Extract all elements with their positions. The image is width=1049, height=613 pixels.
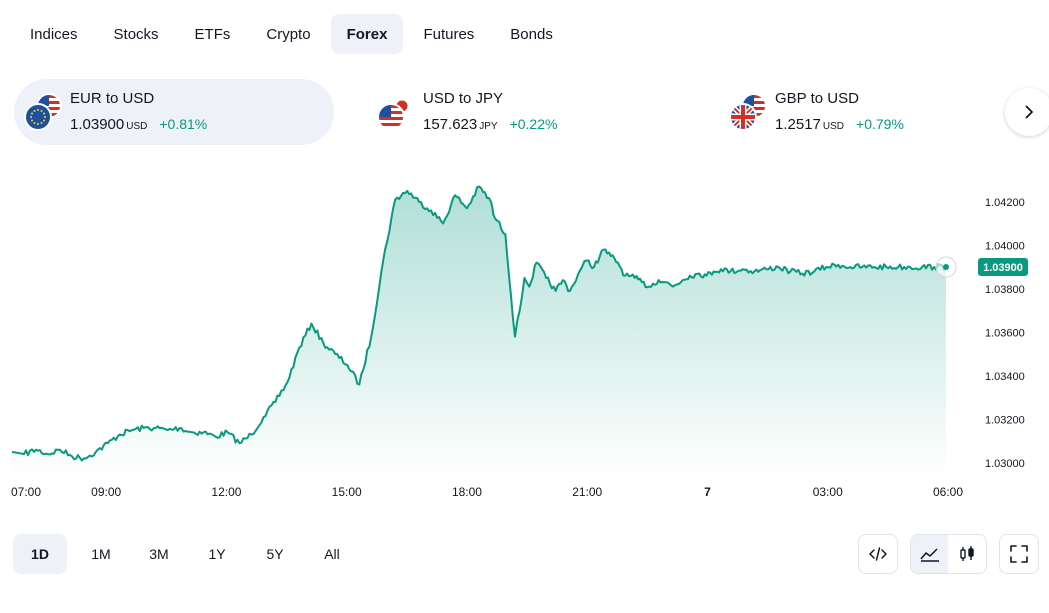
range-1d[interactable]: 1D	[13, 534, 67, 574]
tab-crypto[interactable]: Crypto	[266, 25, 311, 43]
ticker-name: EUR to USD	[70, 90, 155, 107]
range-3m[interactable]: 3M	[149, 546, 169, 562]
candles-style-button[interactable]	[948, 535, 985, 573]
x-tick-label: 03:00	[813, 485, 843, 499]
y-tick-label: 1.03600	[985, 327, 1025, 339]
area-style-button[interactable]	[911, 535, 948, 573]
code-icon	[869, 547, 887, 561]
tab-etfs[interactable]: ETFs	[194, 25, 231, 43]
y-tick-label: 1.03000	[985, 458, 1025, 470]
ticker-card-eurusd[interactable]: EUR to USD 1.03900 USD +0.81%	[14, 79, 334, 145]
candlestick-icon	[959, 546, 974, 561]
tab-futures[interactable]: Futures	[423, 25, 475, 43]
x-tick-label: 15:00	[332, 485, 362, 499]
chart-style-toggle	[910, 534, 987, 574]
x-tick-label: 09:00	[91, 485, 121, 499]
x-tick-label: 07:00	[11, 485, 41, 499]
area-chart-icon	[919, 548, 939, 562]
ticker-change: +0.79%	[856, 116, 904, 132]
range-1y[interactable]: 1Y	[208, 546, 226, 562]
ticker-name: USD to JPY	[423, 90, 504, 107]
time-range-selector: 1D 1M 3M 1Y 5Y All	[13, 534, 361, 574]
ticker-currency: USD	[822, 121, 845, 132]
ticker-price: 1.03900	[70, 116, 125, 133]
x-tick-label: 21:00	[572, 485, 602, 499]
eu-flag-icon	[24, 103, 52, 131]
y-tick-label: 1.03200	[985, 414, 1025, 426]
ticker-quote: 157.623 JPY +0.22%	[423, 116, 557, 133]
ticker-price: 1.2517	[775, 116, 821, 133]
y-tick-label: 1.04200	[985, 197, 1025, 209]
price-area-chart[interactable]: 1.04200 1.04000 1.03800 1.03600 1.03400 1.032…	[0, 160, 1049, 510]
range-5y[interactable]: 5Y	[266, 546, 284, 562]
ticker-name: GBP to USD	[775, 90, 859, 107]
x-tick-label: 12:00	[211, 485, 241, 499]
series-line	[11, 185, 947, 462]
x-tick-label: 06:00	[933, 485, 963, 499]
fullscreen-button[interactable]	[999, 534, 1039, 574]
currency-pair-flags	[729, 93, 769, 133]
ticker-carousel: EUR to USD 1.03900 USD +0.81% USD to JPY…	[14, 79, 1049, 145]
y-tick-label: 1.03400	[985, 371, 1025, 383]
tab-bonds[interactable]: Bonds	[510, 25, 553, 43]
tab-indices[interactable]: Indices	[30, 25, 78, 43]
carousel-next-button[interactable]	[1005, 88, 1049, 136]
currency-pair-flags	[24, 93, 64, 133]
ticker-currency: USD	[126, 121, 148, 132]
y-tick-label: 1.03800	[985, 284, 1025, 296]
ticker-card-usdjpy[interactable]: USD to JPY 157.623 JPY +0.22%	[367, 79, 687, 145]
ticker-price: 157.623	[423, 116, 478, 133]
chevron-right-icon	[1025, 105, 1033, 119]
embed-button[interactable]	[858, 534, 898, 574]
ticker-change: +0.81%	[159, 116, 208, 132]
market-tabs: Indices Stocks ETFs Crypto Forex Futures…	[14, 14, 573, 54]
uk-flag-icon	[729, 103, 757, 131]
last-point-dot	[943, 264, 950, 271]
y-tick-label: 1.04000	[985, 240, 1025, 252]
tab-stocks[interactable]: Stocks	[113, 25, 159, 43]
ticker-quote: 1.03900 USD +0.81%	[70, 116, 207, 133]
x-tick-label: 7	[704, 485, 711, 499]
range-1m[interactable]: 1M	[91, 546, 111, 562]
fullscreen-icon	[1010, 545, 1028, 563]
currency-pair-flags	[377, 93, 417, 133]
last-price-badge	[978, 258, 1028, 277]
us-flag-icon	[377, 103, 405, 131]
ticker-quote: 1.2517 USD +0.79%	[775, 116, 904, 133]
ticker-card-gbpusd[interactable]: GBP to USD 1.2517 USD +0.79%	[719, 79, 1039, 145]
x-tick-label: 18:00	[452, 485, 482, 499]
range-all[interactable]: All	[324, 546, 340, 562]
ticker-change: +0.22%	[509, 116, 558, 132]
last-price-label: 1.03900	[983, 262, 1023, 274]
series-area-fill	[12, 186, 946, 478]
ticker-currency: JPY	[479, 121, 498, 132]
tab-forex[interactable]: Forex	[330, 14, 404, 54]
